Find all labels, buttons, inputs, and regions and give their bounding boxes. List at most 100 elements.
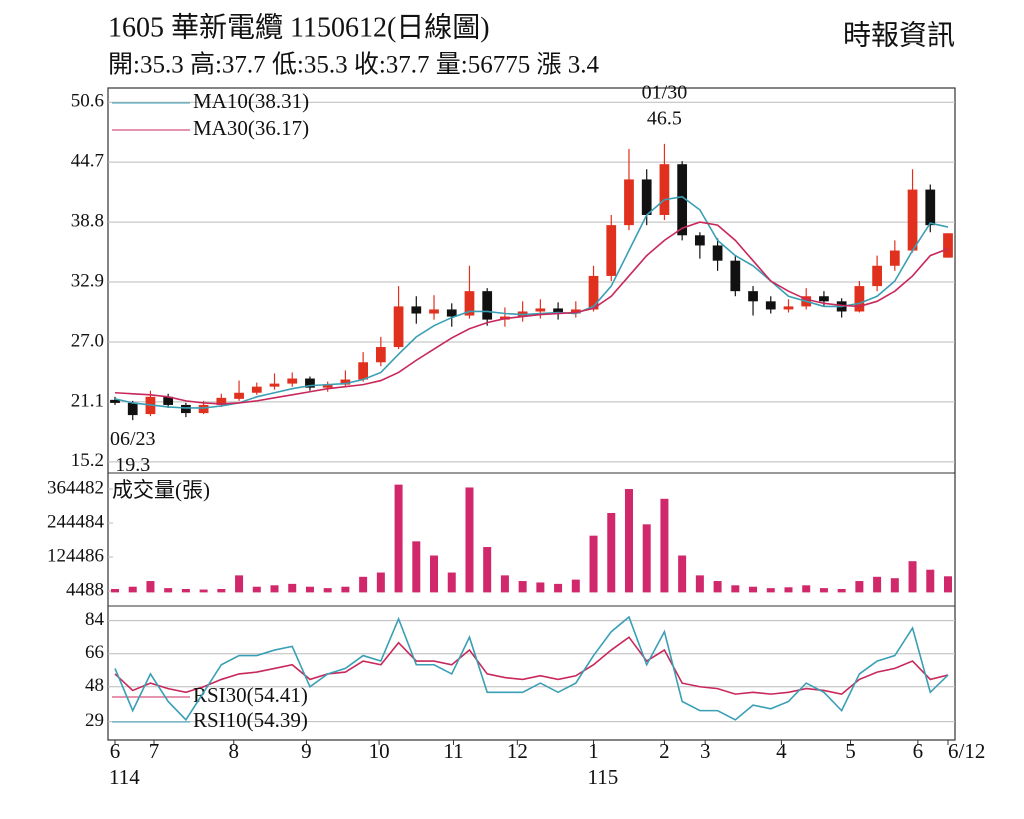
volume-bar	[624, 489, 633, 593]
y-tick-label: 4488	[66, 579, 104, 600]
candle-body	[127, 402, 138, 416]
x-tick-label: 1	[588, 739, 599, 763]
line-series	[114, 636, 949, 695]
volume-bar	[181, 588, 190, 593]
volume-bar	[890, 578, 899, 593]
year-label: 115	[588, 765, 619, 789]
x-tick-label: 10	[369, 739, 390, 763]
volume-bar	[944, 576, 952, 593]
volume-bar	[554, 583, 563, 593]
candle-body	[907, 189, 918, 251]
volume-bar	[660, 498, 669, 593]
candle-body	[641, 179, 652, 215]
candle-body	[322, 384, 333, 388]
line-series	[114, 615, 949, 722]
y-tick-label: 244484	[47, 511, 105, 532]
candle-body	[375, 347, 386, 363]
candle-body	[730, 260, 741, 292]
x-tick-label: 7	[149, 739, 160, 763]
x-tick-label: 2	[659, 739, 670, 763]
candle-body	[198, 404, 209, 414]
chart-title: 1605 華新電纜 1150612(日線圖)	[108, 11, 490, 43]
frame	[107, 87, 956, 741]
volume-bar	[252, 586, 261, 593]
volume-bar	[146, 581, 155, 593]
volume-bar	[766, 588, 775, 593]
volume-bar	[235, 575, 244, 593]
annotation-value: 46.5	[647, 107, 682, 129]
y-tick-label: 48	[85, 675, 104, 696]
volume-bar	[837, 588, 846, 593]
volume-bar	[536, 582, 545, 593]
x-tick-label: 4	[776, 739, 787, 763]
candle-body	[748, 291, 758, 302]
candle-body	[358, 362, 369, 380]
candle-body	[535, 308, 546, 312]
candle-body	[624, 179, 634, 226]
volume-bar	[270, 585, 279, 593]
volume-bar	[802, 585, 811, 593]
y-tick-label: 38.8	[71, 210, 104, 231]
volume-bar	[873, 576, 882, 593]
x-tick-label: 9	[301, 739, 312, 763]
volume-bar	[465, 487, 474, 593]
candle-body	[305, 378, 315, 388]
candle-body	[340, 379, 351, 385]
volume-bar	[518, 581, 527, 593]
volume-bar	[376, 572, 385, 593]
volume-bar	[926, 569, 935, 593]
volume-bar	[483, 547, 492, 593]
candle-body	[393, 306, 404, 348]
candle-body	[765, 301, 776, 310]
candle-body	[553, 308, 563, 314]
volume-bar	[908, 561, 917, 593]
candle-body	[659, 164, 670, 215]
volume-bar	[199, 589, 208, 593]
candle-body	[588, 275, 599, 310]
candle-body	[712, 245, 723, 261]
volume-bar	[678, 555, 687, 593]
x-tick-label: 6	[110, 739, 121, 763]
y-tick-label: 27.0	[71, 330, 104, 351]
y-tick-label: 84	[85, 609, 105, 630]
candle-body	[819, 296, 829, 302]
candle-body	[889, 250, 900, 266]
volume-bar	[111, 588, 119, 593]
candle-body	[464, 291, 475, 316]
volume-bar	[642, 524, 651, 593]
y-tick-label: 29	[85, 710, 104, 731]
y-tick-label: 364482	[47, 477, 104, 498]
volume-bar	[217, 588, 226, 593]
volume-bar	[713, 581, 722, 593]
candle-body	[482, 291, 493, 320]
volume-bar	[323, 588, 332, 593]
line-series	[114, 195, 949, 409]
annotation-value: 19.3	[115, 454, 150, 476]
volume-bar	[394, 484, 403, 593]
x-tick-label: 5	[845, 739, 856, 763]
candle-body	[943, 233, 953, 258]
x-tick-label: 8	[228, 739, 239, 763]
volume-bar	[784, 587, 793, 593]
volume-bar	[607, 512, 616, 593]
candle-body	[570, 309, 581, 314]
volume-bar	[430, 555, 439, 593]
line-series	[114, 221, 949, 405]
volume-bar	[341, 586, 350, 593]
legend-label: MA10(38.31)	[193, 89, 309, 113]
candle-body	[429, 309, 439, 314]
panel-title: 成交量(張)	[112, 478, 210, 502]
candle-body	[872, 265, 882, 287]
candle-body	[411, 306, 422, 314]
y-tick-label: 44.7	[71, 151, 104, 172]
y-tick-label: 32.9	[71, 270, 104, 291]
y-tick-label: 124486	[47, 545, 104, 566]
volume-bar	[412, 541, 421, 593]
x-tick-label: 12	[507, 739, 528, 763]
candle-body	[234, 392, 244, 399]
candle-body	[163, 396, 174, 405]
annotation-date: 06/23	[110, 428, 156, 450]
candle-body	[694, 235, 705, 246]
candle-body	[216, 397, 227, 405]
legend-label: MA30(36.17)	[193, 116, 309, 140]
